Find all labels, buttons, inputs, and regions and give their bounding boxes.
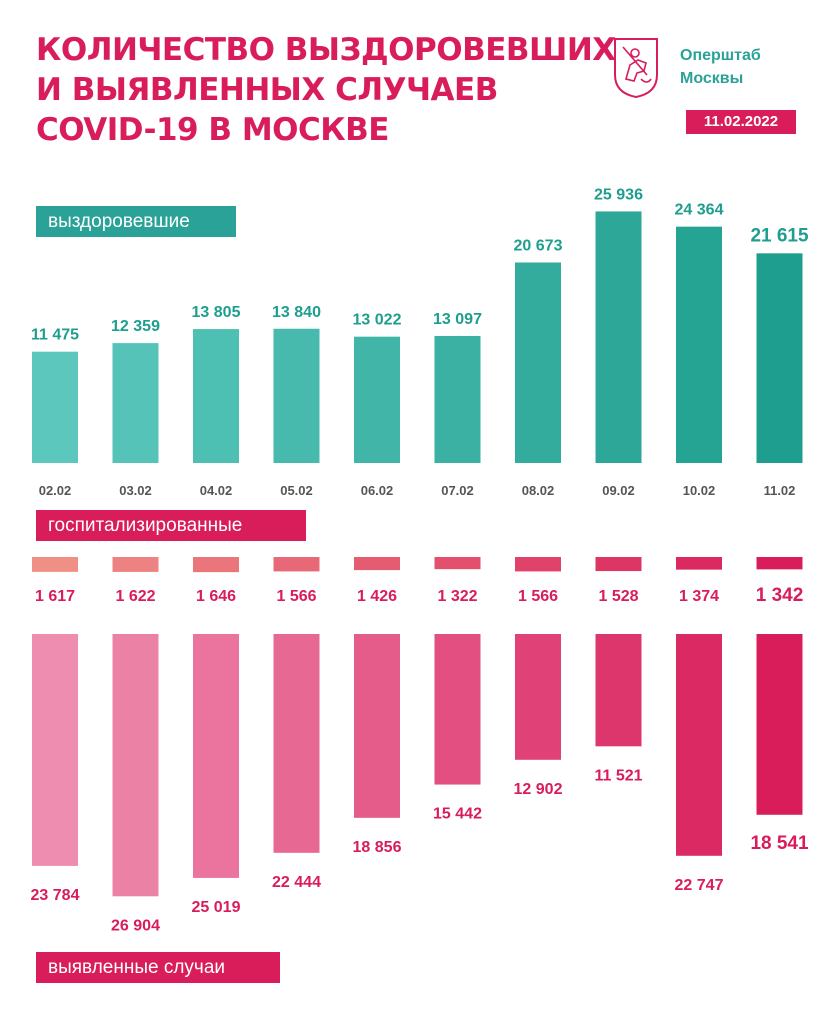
recovered-bar — [434, 335, 481, 463]
new-cases-bar — [354, 634, 400, 818]
date-tick-label: 11.02 — [764, 483, 796, 498]
hospitalized-bar — [354, 557, 400, 571]
recovered-value-label: 25 936 — [594, 186, 643, 203]
new-cases-value-label: 11 521 — [594, 767, 642, 784]
new-cases-value-label: 18 541 — [750, 833, 809, 854]
hospitalized-value-label: 1 374 — [679, 588, 719, 605]
moscow-coat-of-arms-icon — [611, 35, 661, 99]
brand-line-1: Оперштаб — [680, 47, 761, 64]
recovered-value-label: 24 364 — [675, 202, 724, 219]
hospitalized-bar — [112, 557, 159, 572]
date-tick-label: 05.02 — [280, 483, 313, 498]
recovered-value-label: 21 615 — [750, 225, 809, 246]
new-cases-value-label: 22 747 — [675, 877, 724, 894]
new-cases-bar — [595, 634, 642, 747]
title-line-1: КОЛИЧЕСТВО ВЫЗДОРОВЕВШИХ — [36, 32, 616, 68]
new-cases-bar — [515, 634, 561, 760]
recovered-value-label: 11 475 — [31, 327, 79, 344]
hospitalized-bar — [515, 557, 561, 572]
page-title: КОЛИЧЕСТВО ВЫЗДОРОВЕВШИХ И ВЫЯВЛЕННЫХ СЛ… — [36, 30, 616, 150]
recovered-section-label: выздоровевшие — [36, 206, 236, 237]
recovered-value-label: 12 359 — [111, 318, 160, 335]
recovered-bar — [354, 336, 400, 463]
recovered-bar — [676, 226, 722, 463]
date-tick-label: 03.02 — [119, 483, 152, 498]
new-cases-value-label: 15 442 — [433, 806, 482, 823]
hospitalized-value-label: 1 426 — [357, 588, 397, 605]
recovered-value-label: 13 805 — [192, 304, 241, 321]
hospitalized-section-label: госпитализированные — [36, 510, 306, 541]
recovered-value-label: 20 673 — [514, 237, 563, 254]
new-cases-value-label: 23 784 — [31, 887, 80, 904]
new-cases-value-label: 18 856 — [353, 839, 402, 856]
hospitalized-value-label: 1 617 — [35, 588, 75, 605]
date-tick-label: 04.02 — [200, 483, 233, 498]
recovered-bar — [756, 253, 803, 463]
date-tick-label: 10.02 — [683, 483, 716, 498]
hospitalized-value-label: 1 622 — [115, 588, 155, 605]
date-tick-label: 09.02 — [602, 483, 635, 498]
new-cases-bar — [112, 634, 159, 897]
new-cases-value-label: 12 902 — [514, 781, 563, 798]
recovered-bar — [32, 351, 78, 463]
new-cases-value-label: 26 904 — [111, 917, 160, 934]
new-cases-value-label: 22 444 — [272, 874, 321, 891]
new-cases-bar — [756, 634, 803, 815]
recovered-value-label: 13 840 — [272, 304, 321, 321]
hospitalized-value-label: 1 566 — [518, 588, 558, 605]
new-cases-value-label: 25 019 — [192, 899, 241, 916]
recovered-value-label: 13 022 — [353, 312, 402, 329]
hospitalized-bar — [193, 557, 239, 573]
date-tick-label: 08.02 — [522, 483, 555, 498]
hospitalized-value-label: 1 528 — [598, 588, 638, 605]
hospitalized-bar — [434, 557, 481, 570]
date-tick-label: 06.02 — [361, 483, 394, 498]
brand-name: Оперштаб Москвы — [680, 44, 761, 90]
recovered-bar — [273, 328, 320, 463]
new-cases-bar — [676, 634, 722, 856]
recovered-value-label: 13 097 — [433, 311, 482, 328]
hospitalized-value-label: 1 566 — [276, 588, 316, 605]
date-badge: 11.02.2022 — [686, 110, 796, 134]
date-tick-label: 07.02 — [441, 483, 474, 498]
recovered-bar — [112, 343, 159, 463]
date-tick-label: 02.02 — [39, 483, 72, 498]
new-cases-section-label: выявленные случаи — [36, 952, 280, 983]
hospitalized-value-label: 1 322 — [437, 588, 477, 605]
title-line-3: COVID-19 В МОСКВЕ — [36, 112, 389, 148]
hospitalized-bar — [595, 557, 642, 572]
new-cases-bar — [32, 634, 78, 866]
hospitalized-value-label: 1 646 — [196, 588, 236, 605]
recovered-bar — [193, 329, 239, 463]
new-cases-bar — [434, 634, 481, 785]
new-cases-bar — [193, 634, 239, 878]
hospitalized-bar — [756, 557, 803, 570]
hospitalized-bar — [676, 557, 722, 570]
title-line-2: И ВЫЯВЛЕННЫХ СЛУЧАЕВ — [36, 72, 498, 108]
new-cases-bar — [273, 634, 320, 853]
hospitalized-bar — [273, 557, 320, 572]
brand-line-2: Москвы — [680, 70, 744, 87]
recovered-bar — [595, 211, 642, 463]
hospitalized-bar — [32, 557, 78, 572]
recovered-bar — [515, 262, 561, 463]
hospitalized-value-label: 1 342 — [756, 585, 804, 606]
